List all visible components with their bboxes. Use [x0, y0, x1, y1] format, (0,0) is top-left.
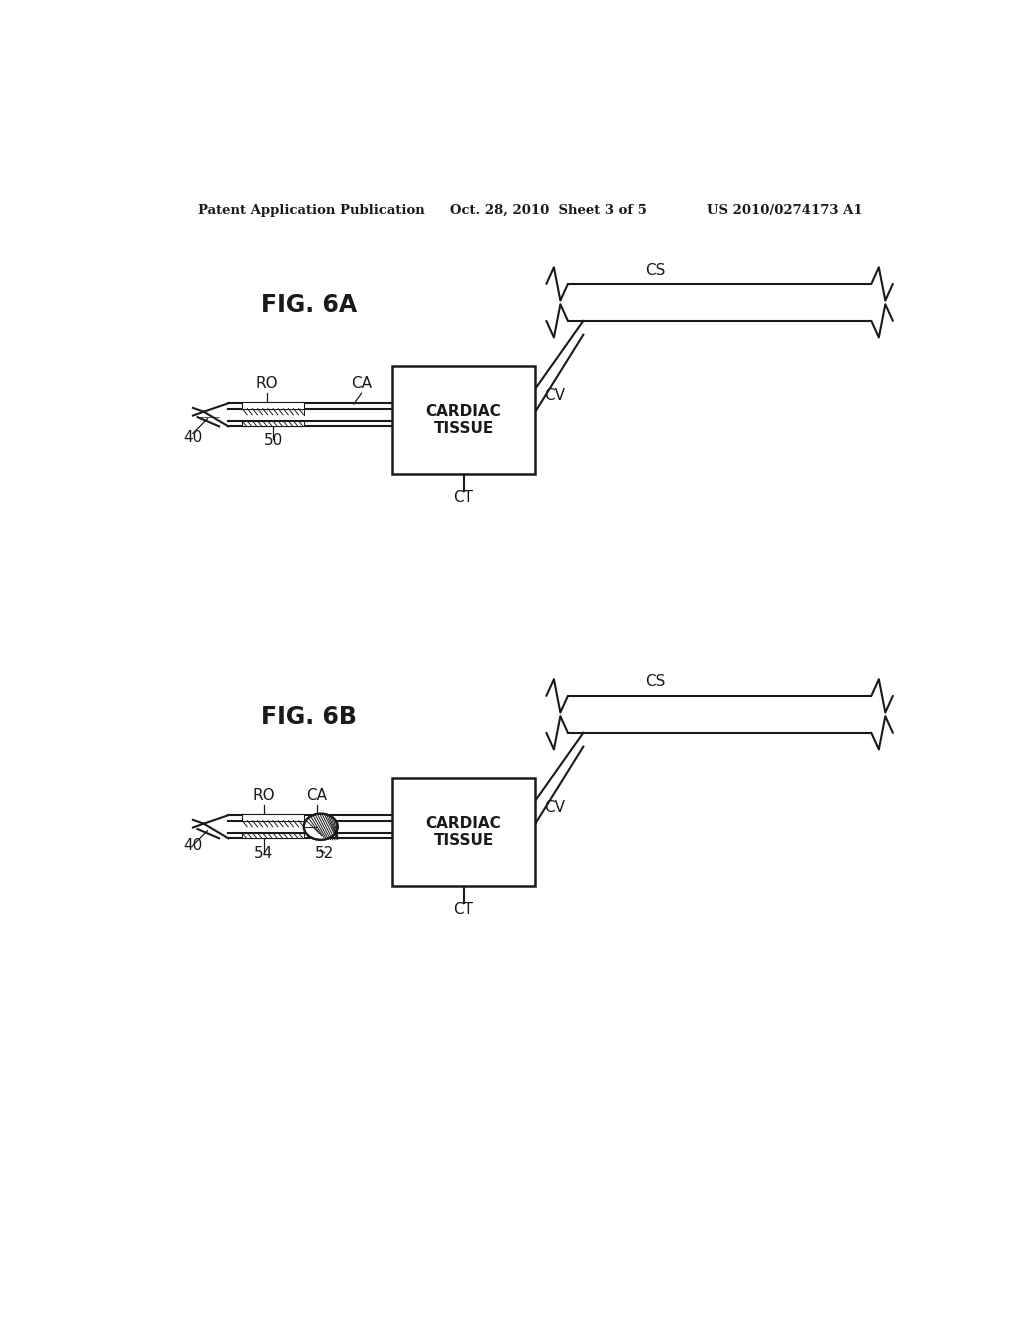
- Text: CS: CS: [645, 675, 666, 689]
- Bar: [243, 421, 304, 426]
- Text: RO: RO: [253, 788, 275, 803]
- Text: CA: CA: [306, 788, 328, 803]
- Bar: [243, 814, 304, 821]
- Text: Oct. 28, 2010  Sheet 3 of 5: Oct. 28, 2010 Sheet 3 of 5: [451, 205, 647, 218]
- Text: FIG. 6A: FIG. 6A: [261, 293, 357, 317]
- Bar: [392, 779, 535, 886]
- Text: CA: CA: [351, 376, 372, 391]
- Text: CS: CS: [645, 263, 666, 277]
- Text: CT: CT: [454, 490, 473, 504]
- Text: 50: 50: [263, 433, 283, 447]
- Text: RO: RO: [256, 376, 279, 391]
- Text: CV: CV: [544, 800, 565, 814]
- Text: 40: 40: [183, 430, 203, 445]
- Ellipse shape: [304, 813, 338, 840]
- Bar: [243, 833, 304, 838]
- Bar: [243, 403, 304, 409]
- Text: CARDIAC
TISSUE: CARDIAC TISSUE: [426, 404, 502, 437]
- Text: CV: CV: [544, 388, 565, 403]
- Text: 52: 52: [315, 846, 334, 862]
- Text: CT: CT: [454, 902, 473, 916]
- Text: FIG. 6B: FIG. 6B: [261, 705, 357, 729]
- Text: 40: 40: [183, 838, 203, 853]
- Text: Patent Application Publication: Patent Application Publication: [199, 205, 425, 218]
- Bar: [392, 367, 535, 474]
- Text: US 2010/0274173 A1: US 2010/0274173 A1: [707, 205, 862, 218]
- Text: 54: 54: [254, 846, 273, 862]
- Text: CARDIAC
TISSUE: CARDIAC TISSUE: [426, 816, 502, 849]
